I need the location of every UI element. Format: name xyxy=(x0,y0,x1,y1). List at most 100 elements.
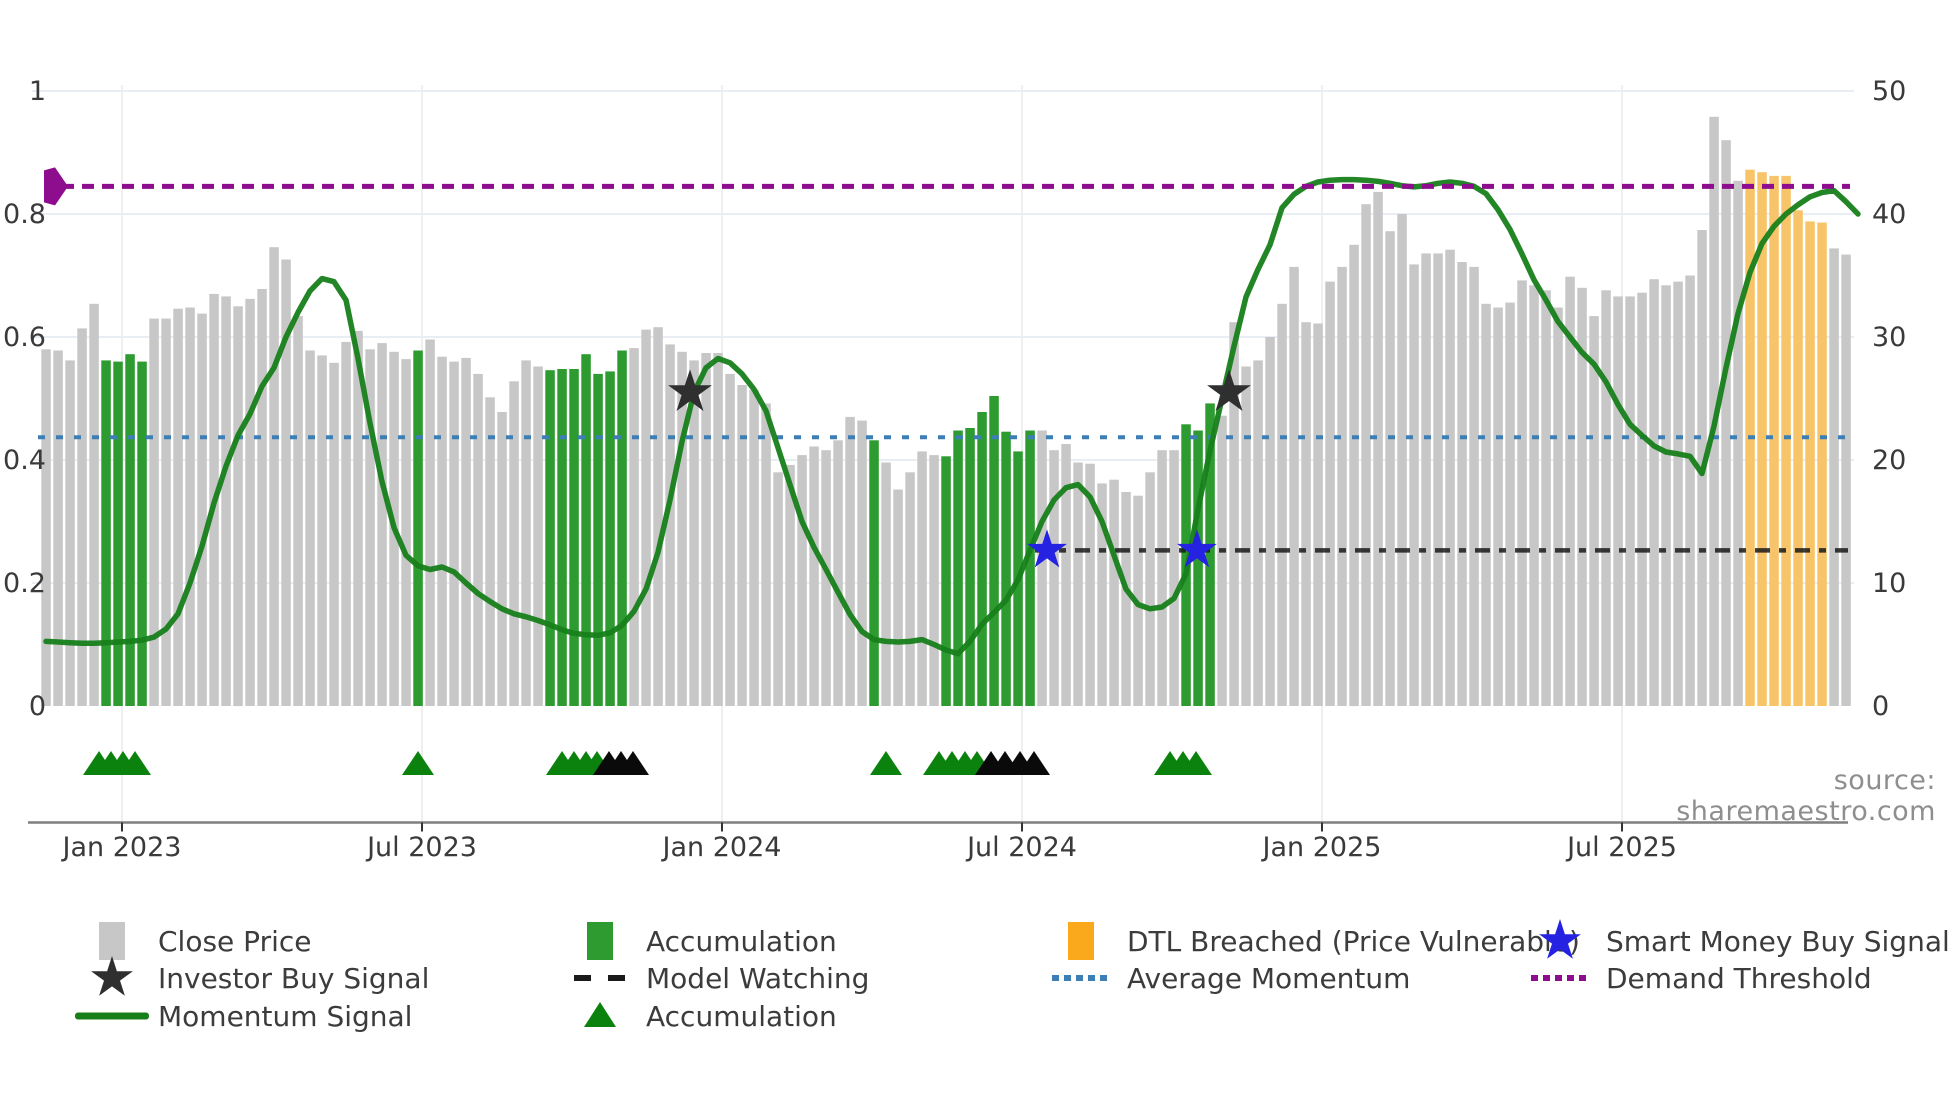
x-axis-tick-label: Jul 2023 xyxy=(365,832,477,863)
accumulation-triangle xyxy=(119,751,151,775)
price-bar xyxy=(1313,323,1323,706)
price-bar xyxy=(1169,450,1179,706)
price-bar xyxy=(713,353,723,706)
dot-legend-swatch xyxy=(1088,975,1095,981)
price-bar xyxy=(1409,264,1419,706)
price-bar xyxy=(1049,450,1059,706)
price-bar xyxy=(1193,430,1203,706)
price-bar xyxy=(785,464,795,706)
price-bar xyxy=(1097,483,1107,706)
legend-label: DTL Breached (Price Vulnerable) xyxy=(1127,925,1580,958)
legend-label: Average Momentum xyxy=(1127,962,1410,995)
investor-buy-star xyxy=(668,369,712,411)
price-bar xyxy=(1685,275,1695,706)
price-bar xyxy=(1073,462,1083,706)
price-bar xyxy=(689,360,699,706)
price-bar xyxy=(1709,116,1719,707)
dash-legend-swatch xyxy=(608,975,625,981)
triangle-legend-swatch xyxy=(584,1002,616,1027)
dot-legend-swatch xyxy=(1531,975,1538,981)
price-bar xyxy=(1793,210,1803,707)
price-bar xyxy=(1721,140,1731,706)
price-bar xyxy=(953,430,963,706)
price-bar xyxy=(1841,254,1851,706)
price-bar xyxy=(881,462,891,706)
left-axis-tick-label: 0 xyxy=(29,691,46,722)
price-bar xyxy=(1325,281,1335,706)
price-bar xyxy=(1361,204,1371,706)
price-bar xyxy=(1265,337,1275,706)
price-bar xyxy=(1373,191,1383,706)
price-bar xyxy=(41,349,51,706)
price-bar xyxy=(341,341,351,706)
price-bar xyxy=(281,259,291,706)
price-bar xyxy=(1673,281,1683,706)
price-bar xyxy=(125,354,135,706)
price-bar xyxy=(1805,221,1815,706)
price-bar xyxy=(305,350,315,706)
price-bar xyxy=(1241,366,1251,706)
price-bar xyxy=(1541,290,1551,706)
right-axis-tick-label: 50 xyxy=(1872,76,1906,107)
accumulation-triangle xyxy=(1180,751,1212,775)
price-bar xyxy=(1121,492,1131,706)
price-bar xyxy=(485,397,495,706)
price-bar xyxy=(1277,303,1287,706)
price-bar xyxy=(797,455,807,706)
price-bar xyxy=(617,350,627,706)
price-bar xyxy=(1517,280,1527,706)
momentum-signal-line xyxy=(43,176,1861,657)
close_price-legend-swatch xyxy=(99,922,125,960)
price-bar xyxy=(605,371,615,706)
dot-legend-swatch xyxy=(1579,975,1586,981)
left-axis-tick-label: 0.4 xyxy=(3,445,46,476)
legend-label: Model Watching xyxy=(646,962,869,995)
price-bar xyxy=(233,306,243,707)
price-bar xyxy=(1349,244,1359,707)
smart-money-buy-star xyxy=(1177,529,1217,568)
price-bar xyxy=(329,362,339,706)
left-axis-tick-label: 0.6 xyxy=(3,322,46,353)
price-bar xyxy=(1661,285,1671,706)
price-bar xyxy=(1649,279,1659,706)
dtl_breached_legend-legend-swatch xyxy=(1068,922,1094,960)
price-bar xyxy=(809,446,819,706)
price-bar xyxy=(533,366,543,706)
price-bar xyxy=(845,416,855,706)
legend-label: Accumulation xyxy=(646,925,837,958)
price-bar xyxy=(197,313,207,706)
price-bar xyxy=(965,428,975,706)
price-bar xyxy=(473,373,483,706)
price-bar xyxy=(977,412,987,706)
price-bar xyxy=(869,440,879,706)
price-bar xyxy=(1625,296,1635,706)
price-bar xyxy=(857,420,867,706)
dot-legend-swatch xyxy=(1567,975,1574,981)
price-bar xyxy=(1145,472,1155,706)
price-bar xyxy=(1385,231,1395,706)
price-bar xyxy=(149,318,159,706)
price-bar xyxy=(1001,431,1011,706)
price-bar xyxy=(653,327,663,706)
price-bar xyxy=(77,328,87,706)
price-bar xyxy=(53,350,63,706)
legend-label: Close Price xyxy=(158,925,311,958)
price-bar xyxy=(173,308,183,706)
price-bar xyxy=(1481,303,1491,706)
price-bar xyxy=(413,350,423,706)
price-bar xyxy=(917,451,927,706)
price-bar xyxy=(1589,316,1599,706)
right-axis-tick-label: 40 xyxy=(1872,199,1906,230)
price-bar xyxy=(749,389,759,706)
price-bar xyxy=(557,369,567,706)
price-bar xyxy=(245,298,255,706)
dot-legend-swatch xyxy=(1100,975,1107,981)
price-bar xyxy=(509,381,519,706)
price-bar xyxy=(1469,266,1479,706)
price-bar xyxy=(437,356,447,706)
price-bar xyxy=(1505,302,1515,706)
right-axis-tick-label: 20 xyxy=(1872,445,1906,476)
price-bar xyxy=(1553,307,1563,706)
